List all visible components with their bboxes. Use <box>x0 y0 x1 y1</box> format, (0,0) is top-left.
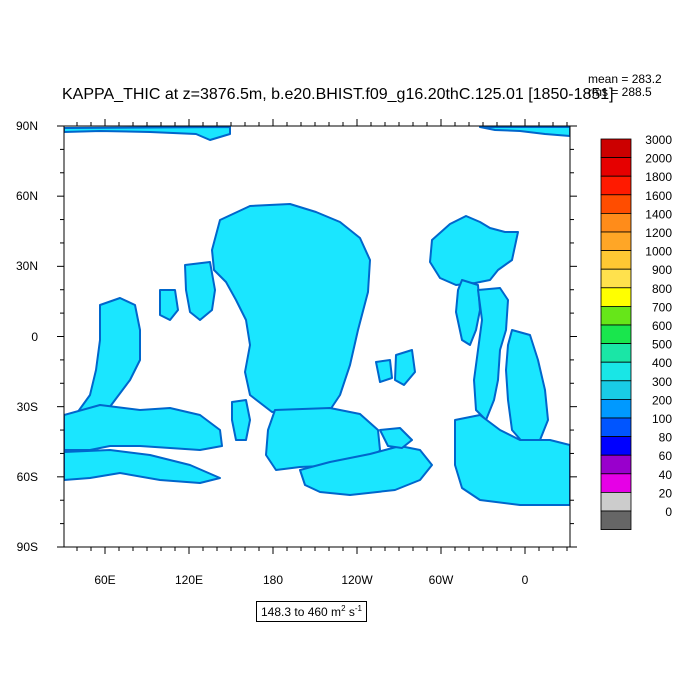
small-field-1 <box>394 349 416 386</box>
lat-label-90s: 90S <box>17 540 38 554</box>
value-range-box: 148.3 to 460 m2 s-1 <box>256 601 367 622</box>
lon-label-60w: 60W <box>429 573 454 587</box>
colorbar-label: 900 <box>652 263 672 277</box>
rms-stat: rms = 288.5 <box>588 85 652 99</box>
colorbar-label: 700 <box>652 300 672 314</box>
southern-ocean-west <box>64 449 221 484</box>
lon-label-60e: 60E <box>94 573 115 587</box>
colorbar-swatch <box>600 454 632 475</box>
latitude-labels: 90N 60N 30N 0 30S 60S 90S <box>16 119 38 554</box>
lon-label-120w: 120W <box>341 573 373 587</box>
maritime-east <box>159 289 179 321</box>
colorbar-label: 600 <box>652 319 672 333</box>
colorbar-swatch <box>600 398 632 419</box>
lon-label-0: 0 <box>522 573 529 587</box>
colorbar-swatch <box>600 305 632 326</box>
map-title: KAPPA_THIC at z=3876.5m, b.e20.BHIST.f09… <box>62 86 614 103</box>
colorbar-label: 1600 <box>645 189 672 203</box>
colorbar-swatch <box>600 268 632 289</box>
pacific-field <box>211 203 371 413</box>
colorbar-swatch <box>600 250 632 270</box>
colorbar-swatch <box>600 510 632 531</box>
colorbar: 3000200018001600140012001000900800700600… <box>600 133 673 531</box>
lat-label-90n: 90N <box>16 119 38 133</box>
colorbar-swatch <box>600 324 632 345</box>
atlantic-central <box>473 287 509 421</box>
colorbar-label: 800 <box>652 282 672 296</box>
colorbar-swatch <box>600 138 632 159</box>
colorbar-swatch <box>600 361 632 382</box>
longitude-ticks <box>76 119 568 554</box>
colorbar-label: 60 <box>659 449 673 463</box>
atlantic-east <box>505 329 549 446</box>
southern-ocean-east <box>299 445 433 496</box>
longitude-labels: 60E 120E 180 120W 60W 0 <box>94 573 528 587</box>
lon-label-180: 180 <box>263 573 283 587</box>
colorbar-label: 80 <box>659 431 673 445</box>
colorbar-label: 100 <box>652 412 672 426</box>
colorbar-label: 1000 <box>645 245 672 259</box>
asia-strip <box>184 261 216 321</box>
land-ocean-field <box>64 126 570 506</box>
colorbar-swatch <box>600 194 632 214</box>
small-field-2 <box>375 359 393 383</box>
arctic-strip-east <box>479 126 570 137</box>
indian-ocean-south <box>64 404 223 451</box>
colorbar-label: 20 <box>659 486 673 500</box>
atlantic-west-strip <box>455 279 481 346</box>
colorbar-swatch <box>600 157 632 177</box>
colorbar-label: 0 <box>665 505 672 519</box>
colorbar-swatch <box>600 417 632 438</box>
colorbar-label: 300 <box>652 375 672 389</box>
mean-stat: mean = 283.2 <box>588 72 662 86</box>
drake-field <box>379 427 413 449</box>
colorbar-swatch <box>600 473 632 493</box>
lat-label-30n: 30N <box>16 259 38 273</box>
range-unit-sup1: 2 <box>341 604 346 613</box>
range-unit-sup2: -1 <box>354 604 362 613</box>
colorbar-label: 500 <box>652 338 672 352</box>
colorbar-swatch <box>600 491 632 512</box>
arctic-strip-west <box>64 126 231 141</box>
statistics: mean = 283.2 rms = 288.5 <box>588 73 662 99</box>
colorbar-label: 2000 <box>645 152 672 166</box>
colorbar-swatch <box>600 175 632 196</box>
colorbar-label: 3000 <box>645 133 672 147</box>
north-atlantic-field <box>429 215 519 286</box>
lon-label-120e: 120E <box>175 573 203 587</box>
lat-label-60n: 60N <box>16 189 38 203</box>
range-text: 148.3 to 460 m <box>261 605 342 619</box>
lat-label-60s: 60S <box>17 470 38 484</box>
colorbar-swatch <box>600 343 632 363</box>
colorbar-swatch <box>600 287 632 307</box>
colorbar-label: 200 <box>652 393 672 407</box>
colorbar-swatch <box>600 436 632 456</box>
colorbar-swatch <box>600 380 632 400</box>
south-atlantic <box>454 414 570 506</box>
colorbar-label: 1400 <box>645 207 672 221</box>
colorbar-swatch <box>600 212 632 233</box>
lat-label-30s: 30S <box>17 400 38 414</box>
colorbar-swatch <box>600 231 632 252</box>
range-unit-mid: s <box>345 605 355 619</box>
small-field-3 <box>231 399 251 441</box>
lat-label-0: 0 <box>31 330 38 344</box>
latitude-ticks <box>57 125 577 548</box>
colorbar-label: 40 <box>659 468 673 482</box>
colorbar-label: 400 <box>652 356 672 370</box>
colorbar-label: 1800 <box>645 170 672 184</box>
colorbar-label: 1200 <box>645 226 672 240</box>
